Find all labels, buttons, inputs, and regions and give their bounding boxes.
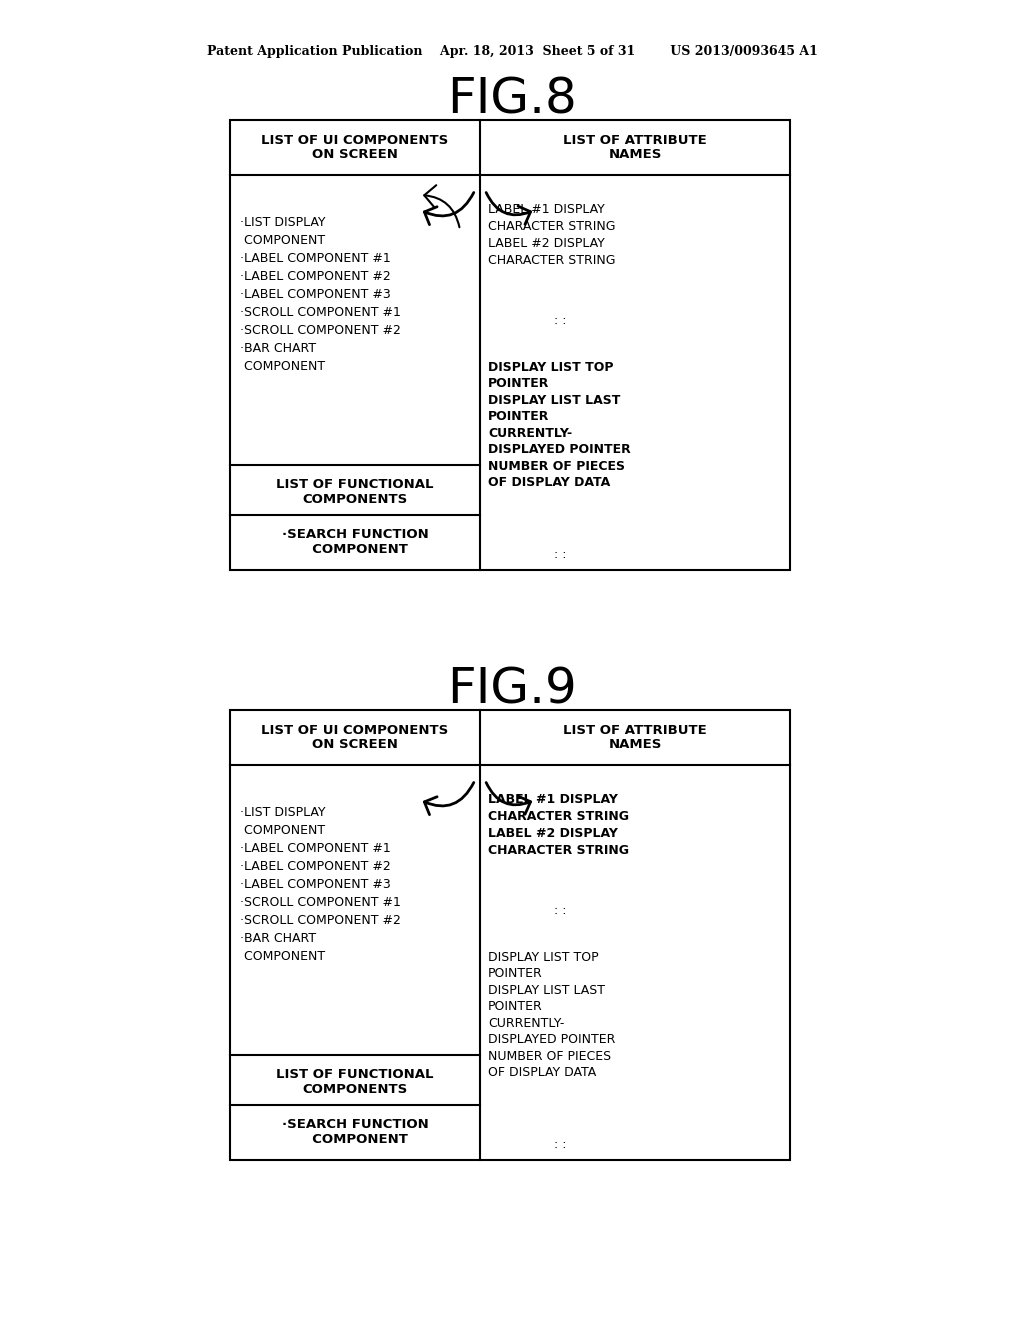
FancyArrowPatch shape [424,193,474,224]
Text: : :: : : [554,903,566,916]
Text: LIST OF UI COMPONENTS
ON SCREEN: LIST OF UI COMPONENTS ON SCREEN [261,723,449,751]
Text: : :: : : [554,314,566,326]
FancyArrowPatch shape [486,783,530,814]
FancyArrowPatch shape [486,193,530,224]
Text: DISPLAY LIST TOP
POINTER
DISPLAY LIST LAST
POINTER
CURRENTLY-
DISPLAYED POINTER
: DISPLAY LIST TOP POINTER DISPLAY LIST LA… [488,360,631,490]
Text: LIST OF ATTRIBUTE
NAMES: LIST OF ATTRIBUTE NAMES [563,723,707,751]
Text: LIST OF ATTRIBUTE
NAMES: LIST OF ATTRIBUTE NAMES [563,133,707,161]
Bar [230,120,790,570]
Text: ·SEARCH FUNCTION
  COMPONENT: ·SEARCH FUNCTION COMPONENT [282,528,428,556]
Text: Patent Application Publication    Apr. 18, 2013  Sheet 5 of 31        US 2013/00: Patent Application Publication Apr. 18, … [207,45,817,58]
Text: LABEL #1 DISPLAY
CHARACTER STRING
LABEL #2 DISPLAY
CHARACTER STRING: LABEL #1 DISPLAY CHARACTER STRING LABEL … [488,793,629,857]
Text: : :: : : [554,549,566,561]
Text: LABEL #1 DISPLAY
CHARACTER STRING
LABEL #2 DISPLAY
CHARACTER STRING: LABEL #1 DISPLAY CHARACTER STRING LABEL … [488,203,615,267]
Text: LIST OF FUNCTIONAL
COMPONENTS: LIST OF FUNCTIONAL COMPONENTS [276,478,434,506]
Text: ·LIST DISPLAY
 COMPONENT
·LABEL COMPONENT #1
·LABEL COMPONENT #2
·LABEL COMPONEN: ·LIST DISPLAY COMPONENT ·LABEL COMPONENT… [240,216,400,374]
Text: FIG.8: FIG.8 [447,77,577,124]
Text: DISPLAY LIST TOP
POINTER
DISPLAY LIST LAST
POINTER
CURRENTLY-
DISPLAYED POINTER
: DISPLAY LIST TOP POINTER DISPLAY LIST LA… [488,950,615,1080]
Text: ·SEARCH FUNCTION
  COMPONENT: ·SEARCH FUNCTION COMPONENT [282,1118,428,1146]
Text: ·LIST DISPLAY
 COMPONENT
·LABEL COMPONENT #1
·LABEL COMPONENT #2
·LABEL COMPONEN: ·LIST DISPLAY COMPONENT ·LABEL COMPONENT… [240,807,400,964]
FancyArrowPatch shape [424,185,460,227]
Bar [230,710,790,1160]
Text: LIST OF UI COMPONENTS
ON SCREEN: LIST OF UI COMPONENTS ON SCREEN [261,133,449,161]
Text: LIST OF FUNCTIONAL
COMPONENTS: LIST OF FUNCTIONAL COMPONENTS [276,1068,434,1096]
Text: FIG.9: FIG.9 [447,667,577,714]
Text: : :: : : [554,1138,566,1151]
FancyArrowPatch shape [424,783,474,814]
